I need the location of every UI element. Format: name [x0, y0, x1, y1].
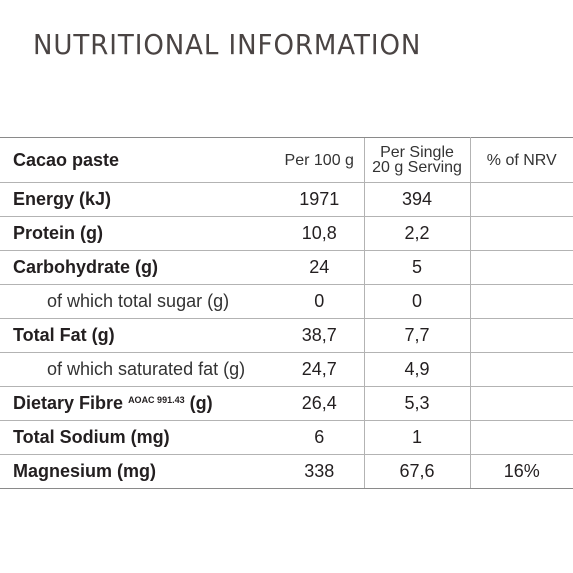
table-row: Total Fat (g) 38,7 7,7 — [0, 318, 573, 353]
row-label: Energy (kJ) — [0, 182, 275, 217]
cell-serving: 5 — [363, 250, 471, 285]
row-label: Total Sodium (mg) — [0, 420, 275, 455]
row-label: Magnesium (mg) — [0, 454, 275, 489]
cell-per100: 24,7 — [275, 352, 364, 387]
row-label: of which saturated fat (g) — [0, 352, 275, 387]
table-row: Carbohydrate (g) 24 5 — [0, 250, 573, 285]
table-row: Magnesium (mg) 338 67,6 16% — [0, 454, 573, 489]
table-row: Total Sodium (mg) 6 1 — [0, 420, 573, 455]
cell-per100: 1971 — [275, 182, 364, 217]
page-title: NUTRITIONAL INFORMATION — [33, 28, 422, 61]
cell-nrv — [470, 284, 573, 319]
cell-nrv — [470, 420, 573, 455]
cell-serving: 4,9 — [363, 352, 471, 387]
row-label: Protein (g) — [0, 216, 275, 251]
row-label: of which total sugar (g) — [0, 284, 275, 319]
cell-serving: 67,6 — [363, 454, 471, 489]
row-label: Carbohydrate (g) — [0, 250, 275, 285]
table-row: of which total sugar (g) 0 0 — [0, 284, 573, 319]
header-nrv: % of NRV — [470, 137, 573, 183]
cell-per100: 0 — [275, 284, 364, 319]
cell-serving: 5,3 — [363, 386, 471, 421]
row-label-unit: (g) — [189, 393, 213, 413]
cell-per100: 6 — [275, 420, 364, 455]
cell-nrv — [470, 250, 573, 285]
row-label-main: Dietary Fibre — [13, 393, 124, 413]
cell-per100: 38,7 — [275, 318, 364, 353]
table-header-row: Cacao paste Per 100 g Per Single 20 g Se… — [0, 137, 573, 183]
cell-nrv: 16% — [470, 454, 573, 489]
cell-per100: 10,8 — [275, 216, 364, 251]
row-label: Total Fat (g) — [0, 318, 275, 353]
table-row: Energy (kJ) 1971 394 — [0, 182, 573, 217]
cell-nrv — [470, 386, 573, 421]
product-name: Cacao paste — [0, 137, 275, 183]
cell-per100: 26,4 — [275, 386, 364, 421]
cell-serving: 394 — [363, 182, 471, 217]
cell-nrv — [470, 352, 573, 387]
header-per-serving-line1: Per Single — [380, 144, 454, 161]
header-per-100g: Per 100 g — [275, 137, 364, 183]
cell-per100: 338 — [275, 454, 364, 489]
table-row: of which saturated fat (g) 24,7 4,9 — [0, 352, 573, 387]
cell-nrv — [470, 182, 573, 217]
cell-per100: 24 — [275, 250, 364, 285]
cell-nrv — [470, 318, 573, 353]
cell-serving: 0 — [363, 284, 471, 319]
table-row: Protein (g) 10,8 2,2 — [0, 216, 573, 251]
aoac-method-note: AOAC 991.43 — [128, 395, 185, 405]
header-per-serving: Per Single 20 g Serving — [363, 137, 471, 183]
cell-serving: 1 — [363, 420, 471, 455]
cell-serving: 2,2 — [363, 216, 471, 251]
cell-serving: 7,7 — [363, 318, 471, 353]
nutrition-table: Cacao paste Per 100 g Per Single 20 g Se… — [0, 137, 573, 489]
table-row: Dietary Fibre AOAC 991.43 (g) 26,4 5,3 — [0, 386, 573, 421]
header-per-serving-line2: 20 g Serving — [372, 159, 462, 176]
row-label: Dietary Fibre AOAC 991.43 (g) — [0, 386, 275, 421]
cell-nrv — [470, 216, 573, 251]
